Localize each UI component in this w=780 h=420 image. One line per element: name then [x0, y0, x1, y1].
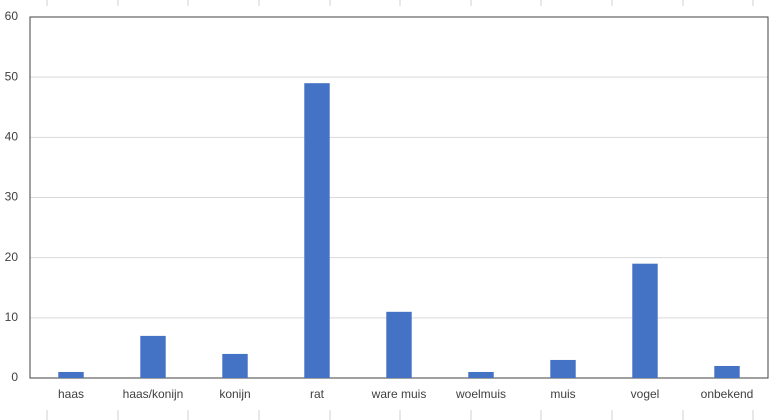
bar: [304, 83, 330, 378]
x-tick-label: haas: [58, 387, 84, 401]
bar: [632, 263, 658, 378]
y-tick-label: 30: [5, 190, 19, 204]
bar: [58, 371, 84, 378]
x-tick-label: ware muis: [371, 387, 427, 401]
y-tick-label: 50: [5, 69, 19, 83]
x-tick-label: konijn: [219, 387, 250, 401]
x-tick-label: muis: [550, 387, 575, 401]
bar: [714, 365, 740, 378]
x-tick-label: woelmuis: [455, 387, 506, 401]
y-tick-label: 10: [5, 310, 19, 324]
bar: [468, 371, 494, 378]
y-tick-label: 0: [11, 370, 18, 384]
x-tick-label: haas/konijn: [123, 387, 184, 401]
y-tick-label: 60: [5, 9, 19, 23]
bar: [222, 353, 248, 378]
bar: [140, 335, 166, 378]
y-tick-label: 40: [5, 130, 19, 144]
x-tick-label: rat: [310, 387, 325, 401]
y-tick-label: 20: [5, 250, 19, 264]
sheet-cell-borders: [46, 0, 754, 420]
bar: [386, 311, 412, 378]
x-tick-label: vogel: [631, 387, 660, 401]
bar: [550, 359, 576, 378]
x-tick-label: onbekend: [701, 387, 754, 401]
